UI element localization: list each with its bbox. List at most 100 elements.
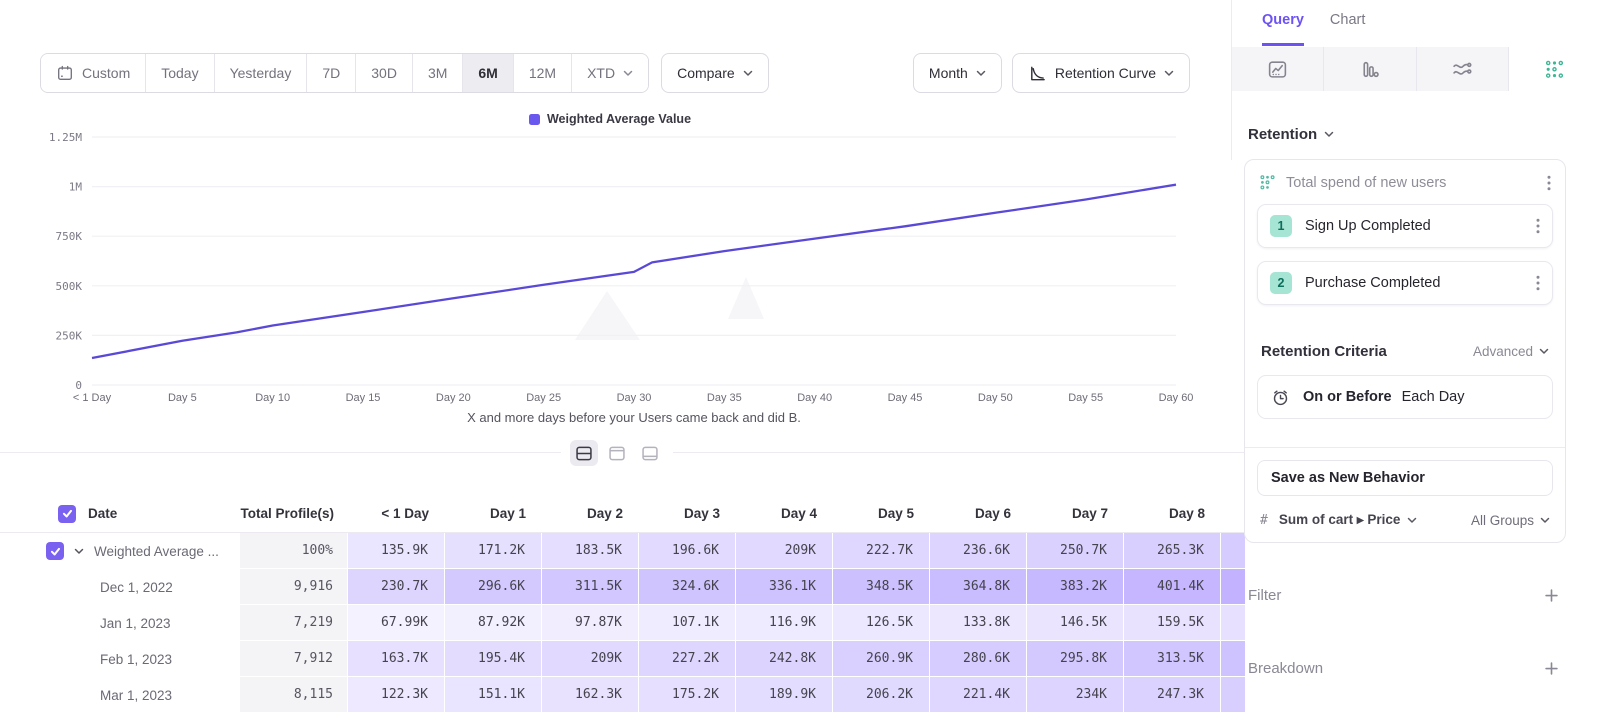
retention-value-cell[interactable]: 87.92K <box>445 605 542 641</box>
retention-value-cell[interactable]: 67.99K <box>348 605 445 641</box>
retention-value-cell[interactable]: 133.8K <box>930 605 1027 641</box>
retention-value-cell[interactable]: 311.5K <box>542 569 639 605</box>
retention-value-cell[interactable]: 107.1K <box>639 605 736 641</box>
date-range-7d[interactable]: 7D <box>306 54 356 92</box>
granularity-dropdown[interactable]: Month <box>912 53 1002 93</box>
retention-section-toggle[interactable]: Retention <box>1248 126 1566 143</box>
groups-dropdown[interactable]: All Groups <box>1471 513 1550 528</box>
retention-value-cell[interactable]: 250.7K <box>1027 533 1124 569</box>
retention-value-cell[interactable]: 146.5K <box>1027 605 1124 641</box>
date-range-6m[interactable]: 6M <box>462 54 513 92</box>
report-type-insights[interactable] <box>1232 47 1325 91</box>
retention-value-cell[interactable]: 401.4K <box>1124 569 1221 605</box>
date-range-picker: Custom Today Yesterday 7D 30D 3M 6M 12M XTD <box>40 53 650 93</box>
retention-value-cell[interactable]: 183.5K <box>542 533 639 569</box>
retention-criteria-row[interactable]: On or Before Each Day <box>1257 375 1553 419</box>
split-view-toggle[interactable] <box>570 440 598 466</box>
kebab-menu-icon[interactable] <box>1536 218 1540 234</box>
date-range-3m[interactable]: 3M <box>411 54 463 92</box>
date-range-today[interactable]: Today <box>145 54 214 92</box>
retention-value-cell[interactable]: 126.5K <box>833 605 930 641</box>
compare-button[interactable]: Compare <box>661 53 769 93</box>
chart-view-toggle[interactable] <box>603 440 631 466</box>
tab-chart[interactable]: Chart <box>1329 12 1366 28</box>
row-checkbox[interactable] <box>46 542 64 560</box>
total-profiles-cell[interactable]: 7,912 <box>240 641 348 677</box>
retention-value-cell[interactable]: 227.2K <box>639 641 736 677</box>
retention-value-cell-clipped[interactable] <box>1221 641 1245 677</box>
report-type-funnels[interactable] <box>1324 47 1417 91</box>
date-range-12m[interactable]: 12M <box>512 54 572 92</box>
row-date-cell[interactable]: Mar 1, 2023 <box>0 677 240 713</box>
retention-value-cell-clipped[interactable] <box>1221 677 1245 713</box>
retention-value-cell[interactable]: 175.2K <box>639 677 736 713</box>
x-tick-label: Day 40 <box>797 392 833 404</box>
retention-value-cell-clipped[interactable] <box>1221 533 1245 569</box>
retention-value-cell[interactable]: 221.4K <box>930 677 1027 713</box>
row-date-cell[interactable]: Dec 1, 2022 <box>0 569 240 605</box>
retention-value-cell[interactable]: 222.7K <box>833 533 930 569</box>
total-profiles-cell[interactable]: 8,115 <box>240 677 348 713</box>
report-type-flows[interactable] <box>1417 47 1509 91</box>
retention-value-cell[interactable]: 151.1K <box>445 677 542 713</box>
kebab-menu-icon[interactable] <box>1536 275 1540 291</box>
row-date-cell[interactable]: Feb 1, 2023 <box>0 641 240 677</box>
chart-type-dropdown[interactable]: Retention Curve <box>1011 53 1190 93</box>
retention-value-cell[interactable]: 206.2K <box>833 677 930 713</box>
retention-value-cell-clipped[interactable] <box>1221 605 1245 641</box>
save-behavior-button[interactable]: Save as New Behavior <box>1257 460 1553 496</box>
table-view-toggle[interactable] <box>636 440 664 466</box>
add-breakdown-button[interactable] <box>1545 662 1558 675</box>
retention-value-cell[interactable]: 195.4K <box>445 641 542 677</box>
tab-query[interactable]: Query <box>1262 12 1304 46</box>
retention-value-cell[interactable]: 171.2K <box>445 533 542 569</box>
retention-value-cell[interactable]: 242.8K <box>736 641 833 677</box>
expand-chevron-icon[interactable] <box>74 548 84 555</box>
date-range-30d[interactable]: 30D <box>355 54 412 92</box>
retention-value-cell[interactable]: 280.6K <box>930 641 1027 677</box>
retention-value-cell[interactable]: 260.9K <box>833 641 930 677</box>
retention-value-cell[interactable]: 209K <box>736 533 833 569</box>
retention-value-cell[interactable]: 163.7K <box>348 641 445 677</box>
retention-value-cell[interactable]: 236.6K <box>930 533 1027 569</box>
date-range-xtd[interactable]: XTD <box>571 54 649 92</box>
retention-value-cell[interactable]: 196.6K <box>639 533 736 569</box>
retention-value-cell[interactable]: 122.3K <box>348 677 445 713</box>
add-filter-button[interactable] <box>1545 589 1558 602</box>
retention-value-cell[interactable]: 336.1K <box>736 569 833 605</box>
select-all-checkbox[interactable] <box>58 504 76 523</box>
date-range-custom[interactable]: Custom <box>41 54 146 92</box>
line-chart-canvas[interactable]: 1.25M 1M 750K 500K 250K 0 <box>40 131 1180 392</box>
measurement-dropdown[interactable]: Sum of cart ▸ Price <box>1279 512 1418 528</box>
retention-value-cell[interactable]: 159.5K <box>1124 605 1221 641</box>
behavior-step-1[interactable]: 1 Sign Up Completed <box>1257 204 1553 248</box>
retention-value-cell[interactable]: 234K <box>1027 677 1124 713</box>
retention-value-cell[interactable]: 296.6K <box>445 569 542 605</box>
retention-value-cell[interactable]: 348.5K <box>833 569 930 605</box>
retention-value-cell[interactable]: 97.87K <box>542 605 639 641</box>
behavior-step-2[interactable]: 2 Purchase Completed <box>1257 261 1553 305</box>
retention-value-cell[interactable]: 189.9K <box>736 677 833 713</box>
advanced-dropdown[interactable]: Advanced <box>1473 344 1549 359</box>
retention-value-cell[interactable]: 230.7K <box>348 569 445 605</box>
retention-value-cell[interactable]: 247.3K <box>1124 677 1221 713</box>
retention-value-cell[interactable]: 265.3K <box>1124 533 1221 569</box>
retention-value-cell[interactable]: 162.3K <box>542 677 639 713</box>
total-profiles-cell[interactable]: 9,916 <box>240 569 348 605</box>
date-range-yesterday[interactable]: Yesterday <box>213 54 307 92</box>
retention-value-cell[interactable]: 313.5K <box>1124 641 1221 677</box>
kebab-menu-icon[interactable] <box>1547 175 1551 191</box>
retention-value-cell[interactable]: 116.9K <box>736 605 833 641</box>
retention-value-cell[interactable]: 324.6K <box>639 569 736 605</box>
retention-value-cell[interactable]: 135.9K <box>348 533 445 569</box>
report-type-retention[interactable] <box>1508 47 1600 91</box>
retention-value-cell[interactable]: 295.8K <box>1027 641 1124 677</box>
total-profiles-cell[interactable]: 7,219 <box>240 605 348 641</box>
total-profiles-cell[interactable]: 100% <box>240 533 348 569</box>
retention-value-cell[interactable]: 364.8K <box>930 569 1027 605</box>
retention-value-cell[interactable]: 383.2K <box>1027 569 1124 605</box>
row-date-cell[interactable]: Weighted Average ... <box>0 533 240 569</box>
retention-value-cell[interactable]: 209K <box>542 641 639 677</box>
row-date-cell[interactable]: Jan 1, 2023 <box>0 605 240 641</box>
retention-value-cell-clipped[interactable] <box>1221 569 1245 605</box>
